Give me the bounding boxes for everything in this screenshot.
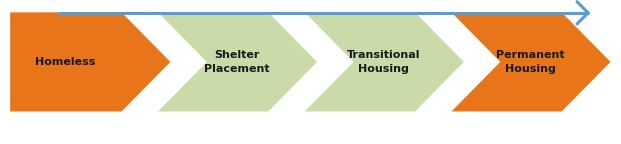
FancyArrowPatch shape: [58, 2, 588, 24]
Polygon shape: [9, 12, 171, 112]
Polygon shape: [450, 12, 612, 112]
Text: Shelter
Placement: Shelter Placement: [204, 50, 270, 74]
Polygon shape: [303, 12, 465, 112]
Text: Transitional
Housing: Transitional Housing: [347, 50, 420, 74]
Polygon shape: [156, 12, 318, 112]
Text: Homeless: Homeless: [35, 57, 96, 67]
Text: Permanent
Housing: Permanent Housing: [496, 50, 565, 74]
